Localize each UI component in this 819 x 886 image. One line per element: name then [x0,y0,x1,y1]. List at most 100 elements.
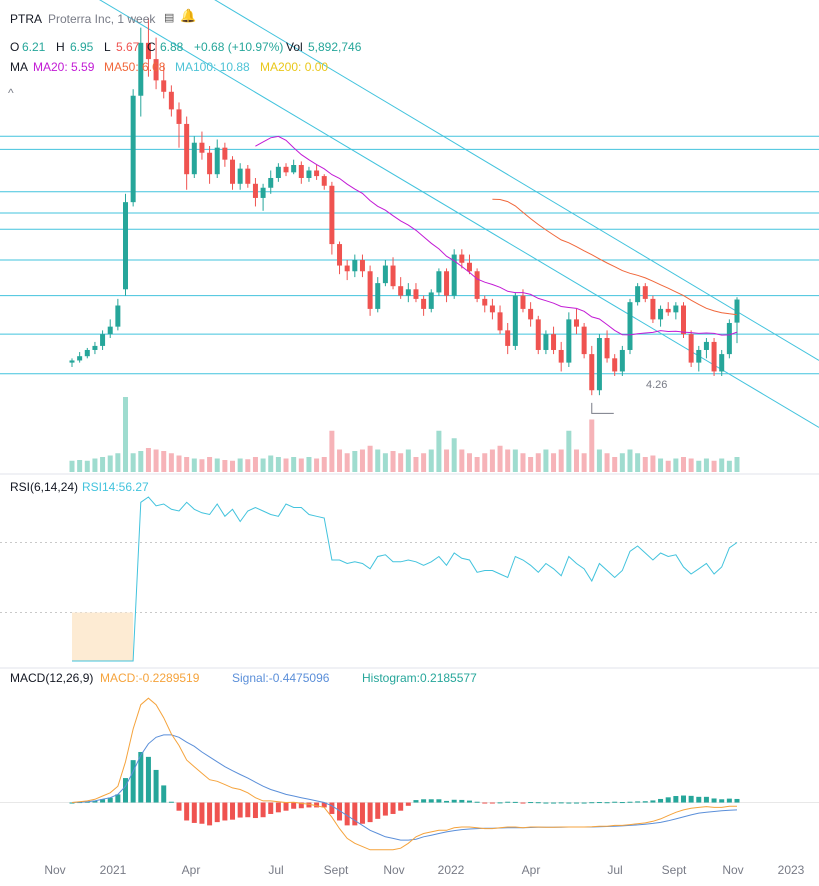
macd-histogram-bar [260,802,266,818]
candle-body [535,319,541,350]
candle-body [405,289,411,296]
candle-body [191,142,197,175]
histogram-value: Histogram:0.2185577 [362,671,477,685]
rsi-value: RSI14:56.27 [82,480,149,494]
volume-bar [291,457,297,472]
x-axis-tick-label: Apr [522,863,541,877]
candle-body [77,356,83,361]
volume-bar [650,455,656,472]
volume-bar [321,457,327,472]
volume-bar [596,449,602,472]
macd-histogram-bar [390,802,396,814]
volume-bar [558,449,564,472]
volume-bar [665,460,671,472]
macd-histogram-bar [627,801,633,803]
macd-histogram-bar [497,802,503,804]
macd-histogram-bar [191,802,197,823]
candle-body [245,168,251,184]
macd-histogram-bar [558,802,564,804]
candle-body [390,265,396,287]
candle-body [726,322,732,355]
macd-histogram-bar [153,769,159,803]
candle-body [382,265,388,284]
candle-body [207,152,213,175]
ohlc-l-value: 5.67 [116,40,140,54]
volume-bar [283,458,289,472]
candle-body [337,244,343,266]
macd-histogram-bar [92,800,98,803]
volume-bar [260,458,266,472]
candle-body [551,334,557,350]
macd-histogram-bar [551,802,557,804]
candle-body [703,341,709,350]
macd-histogram-bar [298,802,304,809]
x-axis-tick-label: 2021 [100,863,127,877]
ohlc-l-label: L [104,40,111,54]
volume-bar [489,449,495,472]
macd-histogram-bar [168,801,174,803]
volume-bar [451,438,457,472]
macd-histogram-bar [123,778,129,803]
candle-body [237,168,243,184]
volume-bar [337,449,343,472]
candle-body [566,319,572,363]
candle-body [696,349,702,363]
candle-body [642,286,648,299]
macd-histogram-bar [199,802,205,824]
macd-histogram-bar [352,802,358,826]
macd-histogram-bar [658,798,664,803]
macd-histogram-bar [321,802,327,808]
macd-histogram-bar [589,802,595,804]
macd-line [71,697,737,851]
volume-bar [77,460,83,472]
volume-bar [604,453,610,472]
candle-body [658,308,664,320]
volume-bar [230,460,236,472]
macd-histogram-bar [283,802,289,811]
volume-bar [382,453,388,472]
rsi-label: RSI(6,14,24) [10,480,79,494]
volume-bar [100,457,106,472]
candle-body [482,298,488,306]
volume-bar [252,457,258,472]
macd-histogram-bar [474,801,480,803]
macd-histogram-bar [237,802,243,818]
volume-bar [214,458,220,472]
macd-histogram-bar [405,802,411,806]
candle-body [734,299,740,323]
macd-histogram-bar [619,802,625,804]
macd-label: MACD(12,26,9) [10,671,94,685]
candle-body [199,142,205,153]
candle-body [329,185,335,245]
macd-histogram-bar [734,798,740,803]
macd-histogram-bar [222,802,228,821]
macd-histogram-bar [642,801,648,803]
candle-body [314,170,320,177]
macd-histogram-bar [245,802,251,818]
x-axis-tick-label: 2023 [778,863,805,877]
volume-bar [367,445,373,472]
volume-bar [69,460,75,472]
ohlc-c-label: C [147,40,156,54]
x-axis-tick-label: Nov [722,863,743,877]
macd-histogram-bar [337,802,343,821]
collapse-legend-icon[interactable]: ^ [8,86,14,100]
macd-histogram-bar [665,797,671,803]
candle-body [161,80,167,92]
macd-histogram-bar [359,802,365,824]
macd-histogram-bar [291,802,297,809]
volume-bar [642,457,648,472]
macd-histogram-bar [673,796,679,803]
macd-histogram-bar [161,785,167,803]
list-icon[interactable]: ▤ [164,12,175,24]
bell-icon[interactable]: 🔔 [180,8,197,23]
volume-bar [123,397,129,472]
volume-bar [719,458,725,472]
candle-body [528,308,534,320]
macd-histogram-bar [314,802,320,808]
candle-body [413,289,419,299]
volume-bar [566,430,572,472]
ohlc-change: +0.68 (+10.97%) [194,40,284,54]
ohlc-o-value: 6.21 [22,40,46,54]
